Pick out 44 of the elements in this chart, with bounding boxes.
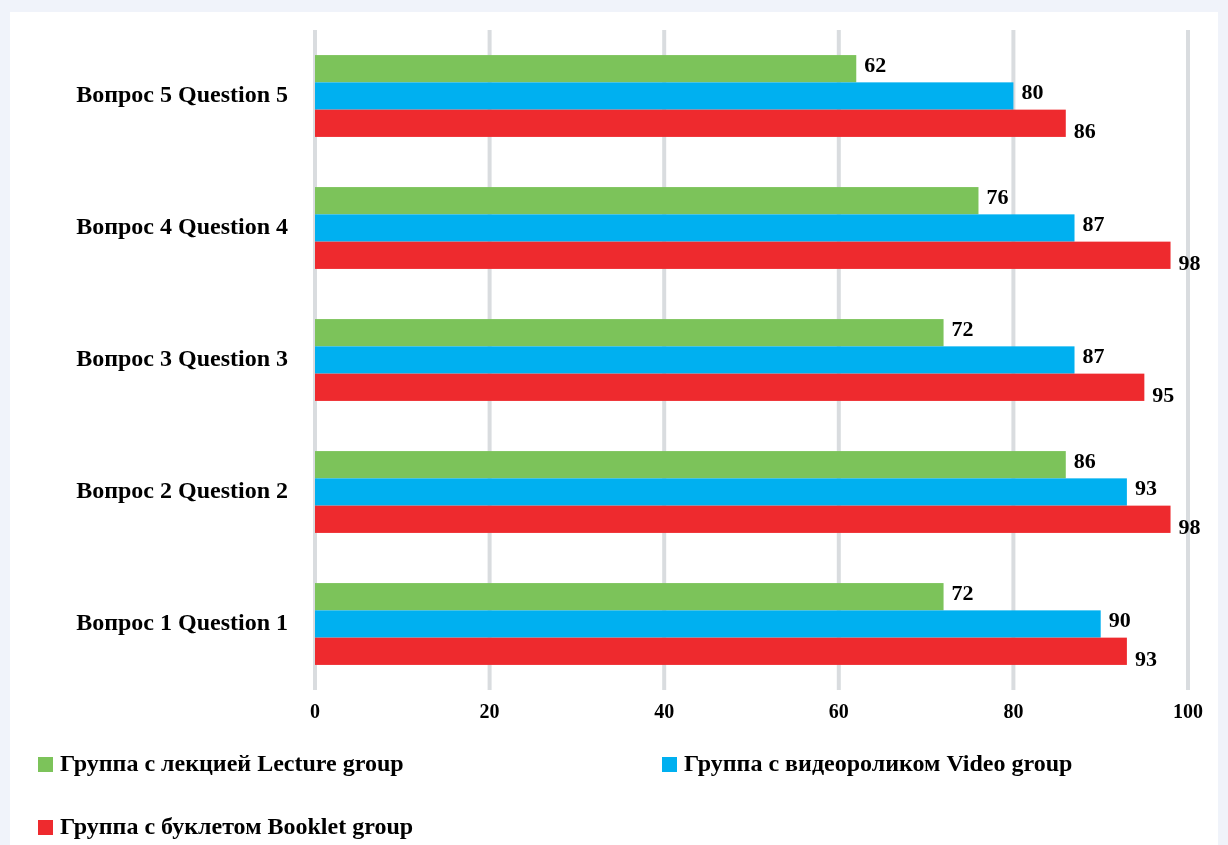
bar xyxy=(315,373,1145,401)
x-tick-label: 100 xyxy=(1173,700,1203,722)
data-label: 87 xyxy=(1082,211,1105,237)
legend-label: Группа с видеороликом Video group xyxy=(684,749,1073,776)
data-label: 62 xyxy=(864,51,887,77)
data-label: 80 xyxy=(1021,79,1044,105)
bar xyxy=(315,583,944,611)
bar xyxy=(315,109,1066,137)
x-tick-label: 20 xyxy=(479,700,500,722)
y-tick-label: Вопрос 3 Question 3 xyxy=(76,344,288,371)
x-tick-label: 60 xyxy=(828,700,849,722)
y-tick-label: Вопрос 5 Question 5 xyxy=(76,80,288,107)
data-label: 98 xyxy=(1178,250,1201,276)
bar xyxy=(315,637,1127,665)
data-label: 72 xyxy=(951,579,974,605)
y-tick-label: Вопрос 4 Question 4 xyxy=(76,212,288,239)
bar xyxy=(315,505,1171,533)
data-label: 72 xyxy=(951,315,974,341)
data-label: 95 xyxy=(1152,382,1175,408)
data-label: 93 xyxy=(1134,475,1157,501)
data-label: 86 xyxy=(1073,118,1096,144)
legend-label: Группа с лекцией Lecture group xyxy=(60,749,404,776)
data-label: 98 xyxy=(1178,514,1201,540)
data-label: 90 xyxy=(1108,607,1131,633)
x-tick-label: 80 xyxy=(1003,700,1024,722)
x-tick-label: 0 xyxy=(310,700,320,722)
legend-label: Группа с буклетом Booklet group xyxy=(60,812,414,839)
x-tick-label: 40 xyxy=(654,700,675,722)
data-label: 93 xyxy=(1134,646,1157,672)
bar xyxy=(315,241,1171,269)
bar xyxy=(315,478,1127,506)
y-tick-label: Вопрос 2 Question 2 xyxy=(76,476,288,503)
bar xyxy=(315,187,979,215)
data-label: 76 xyxy=(986,183,1009,209)
bar xyxy=(315,82,1014,110)
bar xyxy=(315,346,1075,374)
data-label: 87 xyxy=(1082,343,1105,369)
bar xyxy=(315,55,857,83)
bar xyxy=(315,451,1066,479)
y-tick-label: Вопрос 1 Question 1 xyxy=(76,608,288,635)
bar xyxy=(315,610,1101,638)
bar xyxy=(315,214,1075,242)
data-label: 86 xyxy=(1073,447,1096,473)
bar xyxy=(315,319,944,347)
